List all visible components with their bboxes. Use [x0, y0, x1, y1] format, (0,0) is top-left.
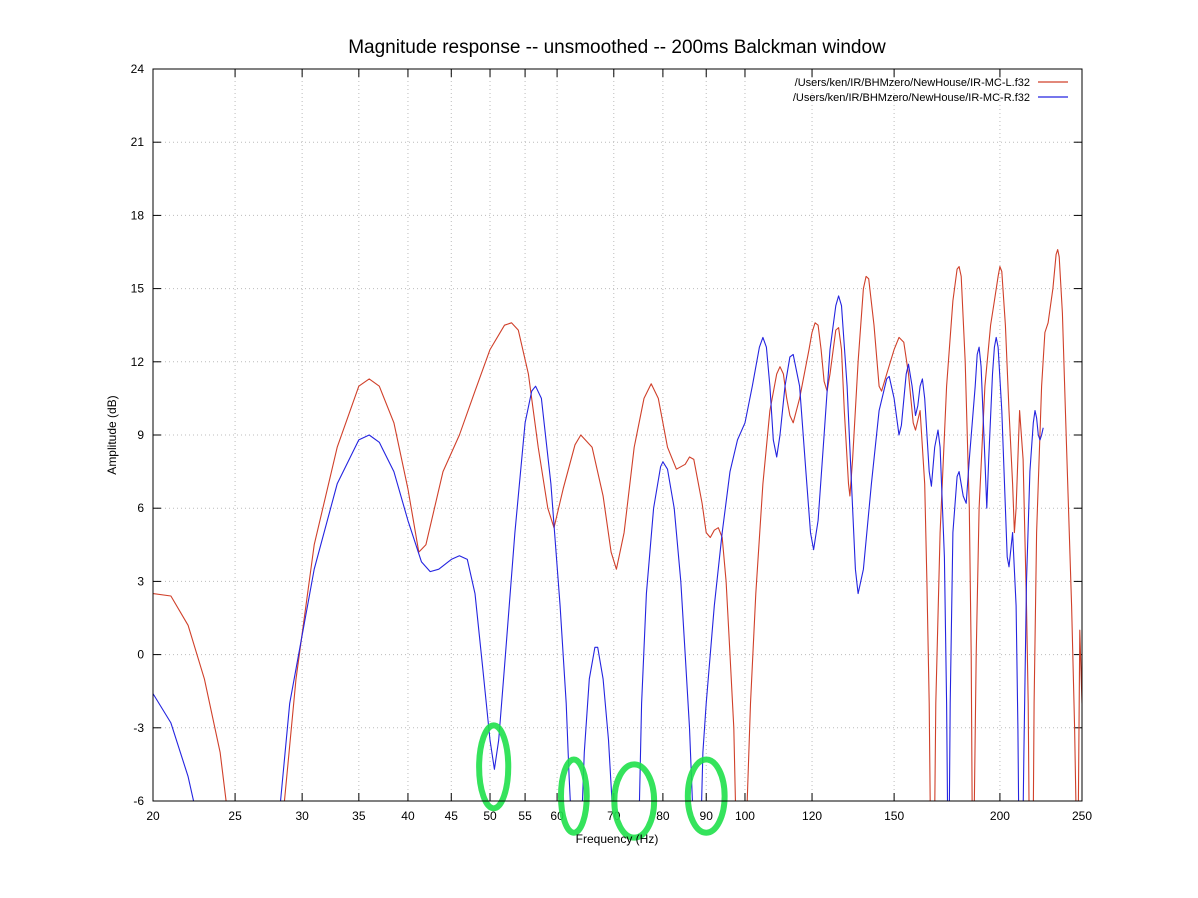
x-tick-label: 100 — [735, 809, 755, 823]
y-tick-label: 9 — [137, 428, 144, 442]
y-tick-label: 12 — [131, 355, 145, 369]
y-tick-label: 15 — [131, 282, 145, 296]
x-tick-label: 80 — [656, 809, 670, 823]
x-tick-label: 55 — [518, 809, 532, 823]
highlight-ellipse — [476, 722, 512, 812]
y-tick-label: 21 — [131, 135, 145, 149]
annotation-marks — [476, 722, 728, 841]
x-tick-label: 20 — [146, 809, 160, 823]
series-line-right — [153, 295, 1044, 801]
chart-title: Magnitude response -- unsmoothed -- 200m… — [348, 37, 886, 58]
x-tick-label: 30 — [295, 809, 309, 823]
y-tick-label: 6 — [137, 501, 144, 515]
series-lines — [153, 249, 1082, 801]
legend-label: /Users/ken/IR/BHMzero/NewHouse/IR-MC-L.f… — [795, 77, 1030, 89]
highlight-ellipse — [684, 756, 728, 836]
x-tick-label: 250 — [1072, 809, 1092, 823]
y-axis-label: Amplitude (dB) — [105, 395, 119, 474]
y-tick-label: 3 — [137, 574, 144, 588]
x-tick-label: 150 — [884, 809, 904, 823]
legend-label: /Users/ken/IR/BHMzero/NewHouse/IR-MC-R.f… — [793, 92, 1030, 104]
series-line-left — [153, 249, 1082, 801]
x-tick-label: 40 — [401, 809, 415, 823]
legend: /Users/ken/IR/BHMzero/NewHouse/IR-MC-L.f… — [793, 77, 1068, 104]
y-tick-label: -3 — [133, 721, 144, 735]
x-tick-label: 45 — [445, 809, 459, 823]
x-tick-label: 35 — [352, 809, 366, 823]
y-tick-label: 24 — [131, 62, 145, 76]
y-tick-label: 0 — [137, 648, 144, 662]
x-tick-label: 50 — [483, 809, 497, 823]
x-tick-label: 25 — [228, 809, 242, 823]
plot-frame — [152, 68, 1083, 802]
x-tick-label: 200 — [990, 809, 1010, 823]
x-tick-label: 120 — [802, 809, 822, 823]
grid-lines — [153, 69, 1082, 801]
x-axis-label: Frequency (Hz) — [576, 832, 659, 846]
y-tick-label: -6 — [133, 794, 144, 808]
highlight-ellipse — [557, 756, 590, 836]
y-tick-label: 18 — [131, 208, 145, 222]
x-tick-label: 90 — [700, 809, 714, 823]
